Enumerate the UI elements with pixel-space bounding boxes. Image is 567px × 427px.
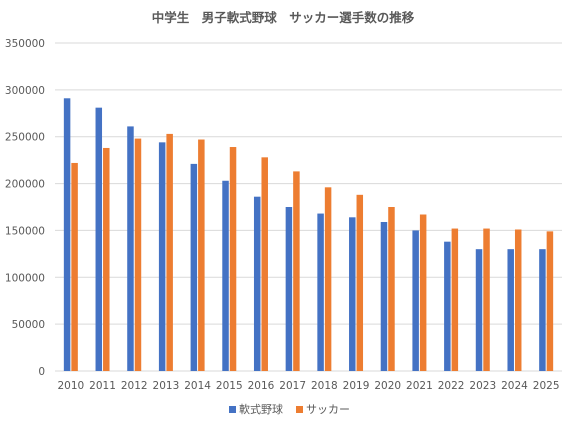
x-tick-label: 2024	[501, 380, 528, 392]
bar-soccer-2019	[356, 194, 364, 371]
y-tick-label: 300000	[5, 85, 45, 97]
x-tick-label: 2019	[343, 380, 370, 392]
legend: 軟式野球 サッカー	[229, 402, 350, 416]
bar-soccer-2022	[451, 228, 459, 371]
legend-label: サッカー	[306, 403, 350, 416]
x-tick-label: 2018	[311, 380, 338, 392]
bar-baseball-2012	[127, 126, 134, 371]
x-tick-label: 2023	[469, 380, 496, 392]
bar-baseball-2022	[444, 241, 451, 371]
x-tick-label: 2021	[406, 380, 433, 392]
bar-baseball-2011	[95, 107, 103, 372]
bar-soccer-2017	[293, 171, 300, 371]
x-tick-label: 2015	[216, 380, 243, 392]
bar-soccer-2014	[198, 139, 205, 371]
bar-baseball-2019	[349, 217, 356, 371]
bar-soccer-2015	[229, 147, 237, 371]
y-tick-label: 50000	[12, 319, 45, 331]
chart-title: 中学生 男子軟式野球 サッカー選手数の推移	[152, 10, 415, 25]
bar-soccer-2020	[388, 207, 395, 371]
y-tick-label: 100000	[5, 272, 45, 284]
bar-baseball-2021	[412, 230, 419, 371]
bar-soccer-2023	[483, 228, 490, 371]
bar-baseball-2023	[475, 249, 483, 371]
y-tick-label: 0	[38, 366, 45, 378]
x-tick-label: 2014	[184, 380, 211, 392]
bar-baseball-2013	[158, 142, 166, 371]
bar-soccer-2013	[166, 133, 173, 371]
x-tick-label: 2011	[89, 380, 116, 392]
x-tick-label: 2022	[438, 380, 465, 392]
x-tick-label: 2013	[153, 380, 180, 392]
x-axis-ticks: 2010 2011 2012 2013 2014 2015 2016 2017 2018 2019…	[57, 380, 559, 392]
x-tick-label: 2010	[57, 380, 84, 392]
bar-soccer-2024	[514, 229, 522, 371]
bar-baseball-2025	[539, 249, 546, 371]
bar-baseball-2017	[285, 207, 293, 371]
bar-baseball-2014	[190, 163, 198, 371]
bar-baseball-2010	[63, 98, 71, 371]
bar-soccer-2021	[419, 214, 427, 371]
x-tick-label: 2020	[374, 380, 401, 392]
legend-swatch	[296, 406, 303, 413]
y-tick-label: 350000	[5, 38, 45, 50]
bar-soccer-2018	[324, 187, 332, 371]
x-tick-label: 2016	[248, 380, 275, 392]
bar-baseball-2016	[253, 196, 261, 371]
bars	[63, 98, 554, 372]
y-tick-label: 250000	[5, 132, 45, 144]
x-tick-label: 2017	[279, 380, 306, 392]
x-tick-label: 2025	[533, 380, 560, 392]
y-tick-label: 200000	[5, 179, 45, 191]
bar-soccer-2011	[103, 147, 110, 371]
legend-swatch	[229, 406, 236, 413]
bar-baseball-2020	[380, 221, 388, 371]
legend-label: 軟式野球	[239, 402, 283, 416]
y-axis-ticks: 0 50000 100000 150000 200000 250000 300000 3500…	[5, 38, 45, 378]
y-tick-label: 150000	[5, 225, 45, 237]
bar-soccer-2010	[71, 162, 78, 371]
bar-baseball-2015	[222, 180, 229, 371]
bar-soccer-2025	[546, 231, 554, 371]
bar-soccer-2016	[261, 157, 268, 371]
bar-baseball-2024	[507, 249, 514, 371]
bar-soccer-2012	[134, 138, 142, 371]
x-tick-label: 2012	[121, 380, 148, 392]
bar-baseball-2018	[317, 213, 324, 371]
